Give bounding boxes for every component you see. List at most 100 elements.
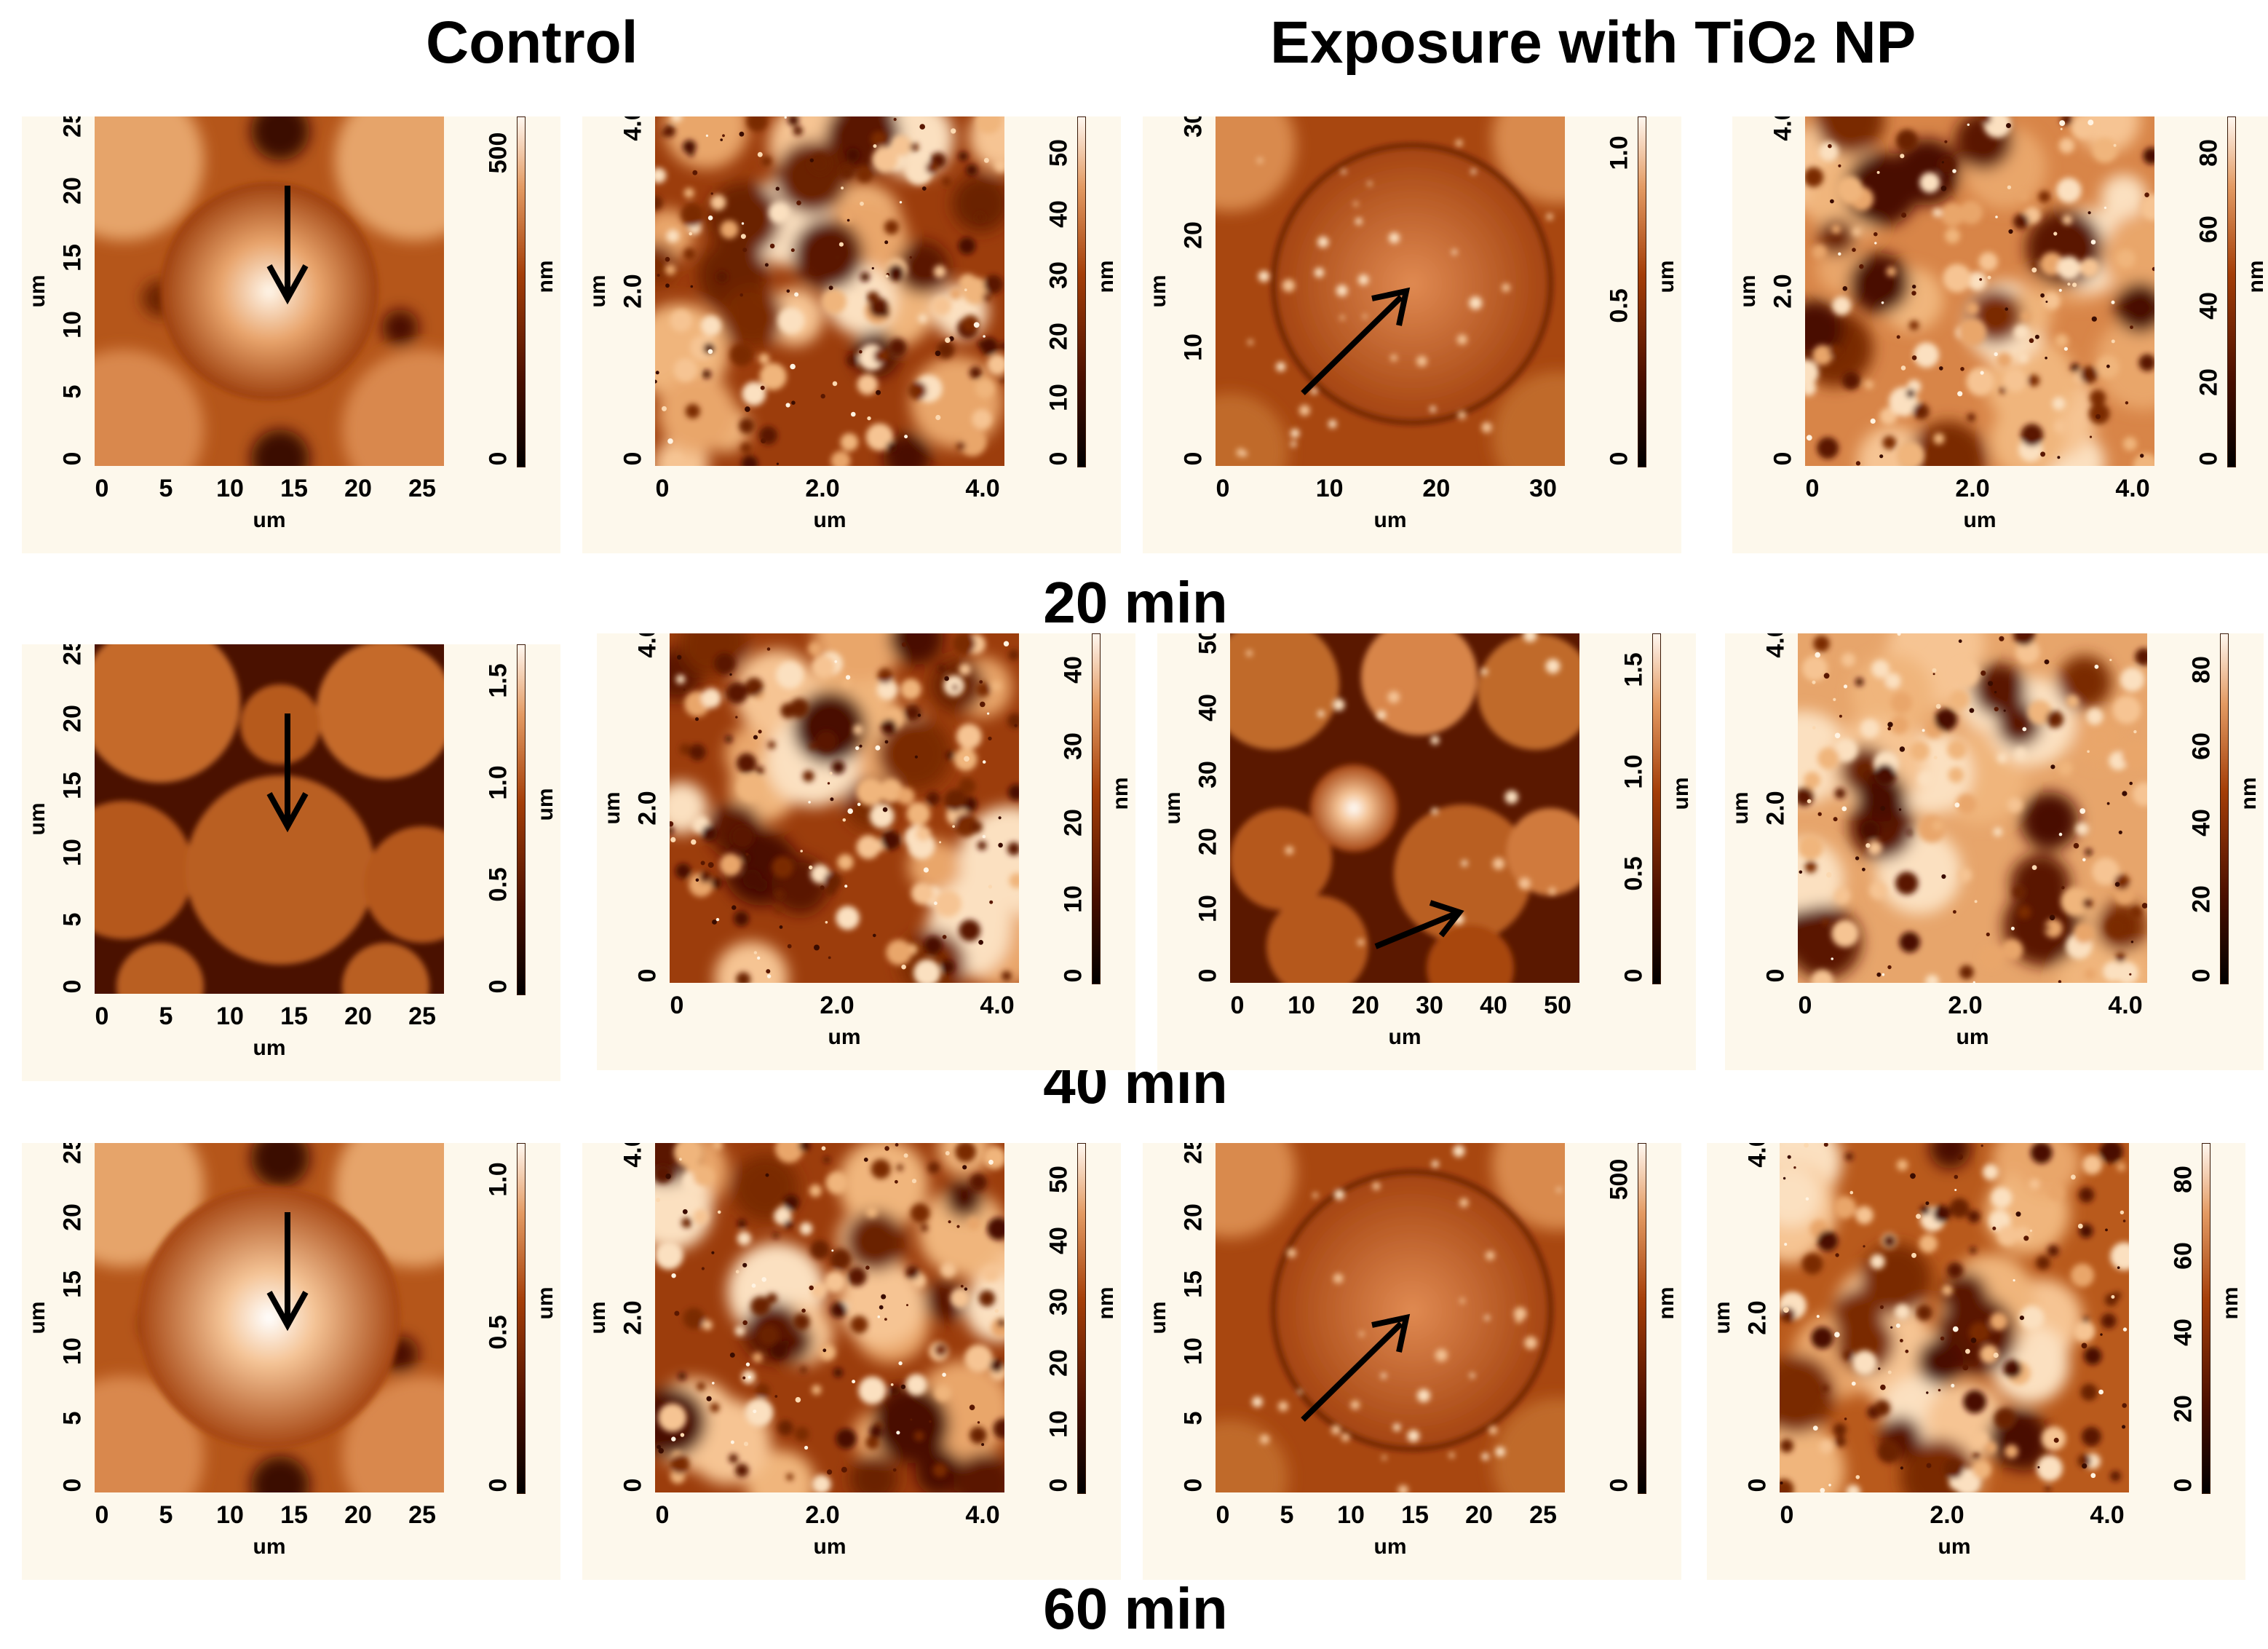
y-tick-label: 0 — [58, 1478, 87, 1492]
x-axis-label: um — [1956, 1025, 1989, 1049]
y-tick-label: 2.0 — [619, 1300, 647, 1335]
afm-panel-r3c2: 0 2.0 4.0 um 0 2.0 4.0 um 0 10 20 30 40 50 nm — [582, 1143, 1121, 1580]
colorbar-tick-label: 0 — [1044, 451, 1073, 466]
colorbar-tick-label: 30 — [1044, 261, 1073, 289]
colorbar-tick-label: 0 — [484, 451, 512, 466]
colorbar-tick-label: 0.5 — [1605, 288, 1633, 323]
colorbar-tick-label: 60 — [2194, 215, 2223, 243]
colorbar-tick-label: 0 — [1605, 1478, 1633, 1492]
colorbar-unit-label: nm — [1109, 777, 1133, 810]
afm-height-image — [631, 116, 1035, 494]
colorbar-tick-label: 20 — [1044, 1349, 1073, 1377]
y-tick-label: 20 — [1194, 828, 1222, 855]
colorbar-tick-label: 30 — [1059, 732, 1087, 760]
x-tick-label: 4.0 — [2108, 992, 2143, 1019]
time-label-60min: 60 min — [1043, 1576, 1228, 1641]
afm-height-image — [1743, 1143, 2138, 1519]
x-tick-label: 0 — [1780, 1501, 1794, 1529]
colorbar-tick-label: 50 — [1044, 1166, 1073, 1193]
y-tick-label: 30 — [1194, 761, 1222, 788]
y-tick-label: 15 — [58, 1270, 87, 1298]
y-tick-label: 25 — [58, 116, 87, 138]
x-tick-label: 0 — [1216, 475, 1230, 502]
y-tick-label: 5 — [58, 384, 87, 399]
x-tick-label: 10 — [1337, 1501, 1365, 1529]
colorbar-unit-label: um — [1654, 260, 1678, 293]
y-tick-label: 0 — [1179, 1478, 1208, 1492]
y-tick-label: 10 — [58, 839, 87, 866]
color-scale-bar — [517, 116, 526, 467]
exposure-header: Exposure with TiO2 NP — [1270, 9, 1916, 76]
x-tick-label: 20 — [344, 1501, 372, 1529]
x-tick-label: 25 — [408, 1003, 436, 1030]
arrow-annotation — [266, 713, 309, 833]
x-tick-label: 20 — [1352, 992, 1379, 1019]
x-tick-label: 4.0 — [980, 992, 1015, 1019]
y-tick-label: 4.0 — [1761, 633, 1790, 658]
x-tick-label: 4.0 — [965, 475, 1000, 502]
x-tick-label: 5 — [159, 1501, 173, 1529]
colorbar-tick-label: 0 — [484, 1478, 512, 1492]
x-tick-label: 30 — [1416, 992, 1443, 1019]
x-tick-label: 50 — [1544, 992, 1571, 1019]
colorbar-tick-label: 10 — [1044, 1410, 1073, 1438]
y-tick-label: 2.0 — [1761, 791, 1790, 826]
colorbar-tick-label: 1.0 — [484, 765, 512, 800]
y-tick-label: 10 — [1179, 333, 1208, 361]
x-tick-label: 0 — [1216, 1501, 1230, 1529]
x-axis-label: um — [828, 1025, 861, 1049]
x-tick-label: 4.0 — [965, 1501, 1000, 1529]
x-tick-label: 5 — [1280, 1501, 1294, 1529]
x-tick-label: 2.0 — [820, 992, 855, 1019]
y-tick-label: 15 — [58, 244, 87, 272]
colorbar-unit-label: nm — [2237, 777, 2261, 810]
colorbar-tick-label: 1.0 — [484, 1162, 512, 1197]
x-tick-label: 20 — [1465, 1501, 1493, 1529]
y-tick-label: 15 — [1179, 1270, 1208, 1298]
x-tick-label: 5 — [159, 475, 173, 502]
arrow-annotation — [1301, 287, 1411, 395]
colorbar-tick-label: 0 — [2194, 451, 2223, 466]
colorbar-tick-label: 40 — [1044, 1227, 1073, 1254]
color-scale-bar — [2227, 116, 2236, 467]
x-tick-label: 0 — [655, 475, 670, 502]
x-tick-label: 25 — [408, 475, 436, 502]
x-tick-label: 2.0 — [805, 475, 840, 502]
color-scale-bar — [1638, 1143, 1646, 1494]
y-tick-label: 2.0 — [619, 274, 647, 309]
colorbar-tick-label: 40 — [2169, 1318, 2197, 1346]
y-axis-label: um — [600, 791, 625, 825]
x-tick-label: 20 — [1422, 475, 1451, 502]
color-scale-bar — [1092, 633, 1101, 984]
colorbar-tick-label: 20 — [1059, 809, 1087, 837]
colorbar-tick-label: 0 — [2169, 1478, 2197, 1492]
y-tick-label: 0 — [58, 451, 87, 466]
x-tick-label: 20 — [344, 475, 372, 502]
y-tick-label: 4.0 — [1769, 116, 1797, 141]
color-scale-bar — [517, 1143, 526, 1494]
control-header: Control — [426, 9, 638, 76]
y-tick-label: 25 — [58, 1143, 87, 1164]
colorbar-tick-label: 0 — [1044, 1478, 1073, 1492]
colorbar-unit-label: nm — [1094, 260, 1118, 293]
colorbar-tick-label: 80 — [2187, 656, 2216, 684]
x-axis-label: um — [1373, 508, 1407, 532]
y-axis-label: um — [25, 274, 49, 308]
y-tick-label: 4.0 — [619, 1143, 647, 1168]
colorbar-tick-label: 40 — [1044, 200, 1073, 228]
afm-panel-r2c4: 0 2.0 4.0 um 0 2.0 4.0 um 0 20 40 60 80 nm — [1725, 633, 2264, 1070]
afm-height-image — [1208, 633, 1594, 1012]
colorbar-tick-label: 40 — [2194, 292, 2223, 320]
colorbar-tick-label: 0.5 — [484, 867, 512, 902]
y-tick-label: 4.0 — [619, 116, 647, 141]
colorbar-tick-label: 0 — [1059, 968, 1087, 983]
x-tick-label: 0 — [670, 992, 684, 1019]
y-axis-label: um — [586, 1301, 610, 1334]
x-tick-label: 5 — [159, 1003, 173, 1030]
x-tick-label: 2.0 — [1955, 475, 1990, 502]
color-scale-bar — [517, 644, 526, 995]
x-tick-label: 0 — [1805, 475, 1820, 502]
x-axis-label: um — [1963, 508, 1997, 532]
x-axis-label: um — [1388, 1025, 1422, 1049]
colorbar-tick-label: 0 — [1605, 451, 1633, 466]
